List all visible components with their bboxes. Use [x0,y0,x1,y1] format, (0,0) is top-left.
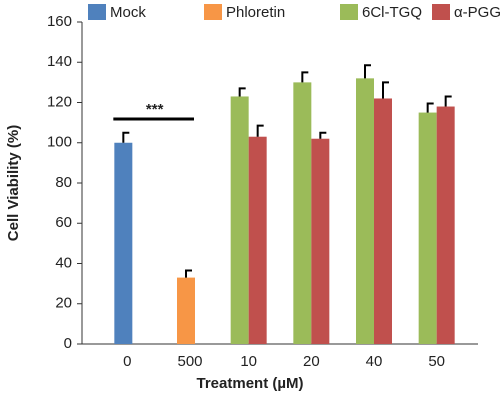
y-tick-label: 80 [55,174,72,191]
y-tick-label: 100 [47,134,72,151]
error-bar [301,71,309,83]
bar [418,112,437,344]
x-tick-label: 500 [177,353,202,370]
bar [114,142,133,344]
bar [436,106,455,345]
x-tick-label: 50 [428,353,445,370]
legend-label: Phloretin [226,4,285,21]
y-tick-label: 20 [55,295,72,312]
legend-swatch [204,4,222,20]
x-tick-label: 0 [123,353,131,370]
bar [177,277,195,344]
error-bar [444,95,452,107]
error-bar [185,269,192,278]
y-tick-label: 120 [47,93,72,110]
x-tick-label: 20 [303,353,320,370]
legend-swatch [340,4,358,20]
legend-swatch [88,4,106,20]
bar [311,138,330,344]
legend-label: Mock [110,4,146,21]
y-tick-label: 60 [55,214,72,231]
legend-label: α-PGG [454,4,500,21]
legend-label: 6Cl-TGQ [362,4,422,21]
bar [230,96,249,345]
y-axis-title: Cell Viability (%) [5,125,22,241]
bar [374,98,392,344]
x-tick-label: 10 [240,353,257,370]
error-bar [319,131,327,139]
error-bar [426,102,434,113]
bar [248,136,267,344]
bar [356,78,374,344]
bar [293,82,312,344]
error-bar [122,131,130,143]
y-tick-label: 0 [64,335,72,352]
error-bar [382,81,389,99]
error-bar [238,87,246,97]
x-tick-label: 40 [366,353,383,370]
y-tick-label: 160 [47,13,72,30]
x-axis-title: Treatment (µM) [197,375,304,392]
error-bar [256,124,264,137]
significance-label: *** [146,101,164,118]
legend-swatch [432,4,450,20]
error-bar [364,64,371,79]
y-tick-label: 40 [55,254,72,271]
y-tick-label: 140 [47,53,72,70]
